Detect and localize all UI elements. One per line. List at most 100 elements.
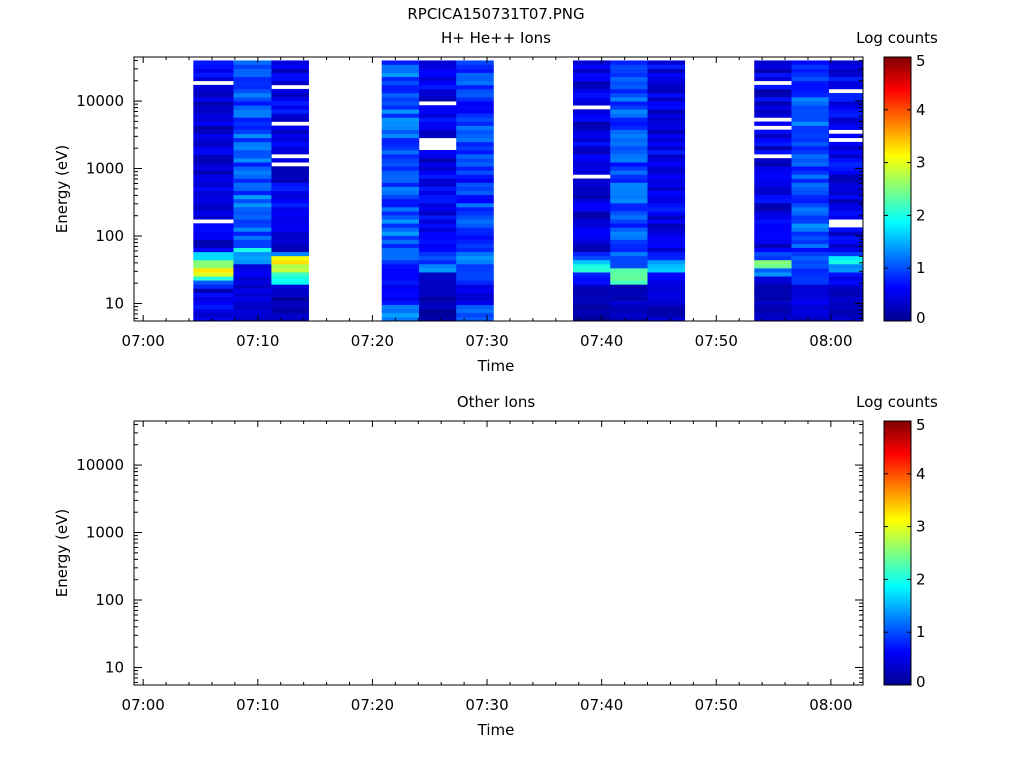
spectrogram-cell [193,284,234,289]
x-axis-label: Time [477,721,515,739]
spectrogram-cell [754,145,792,151]
spectrogram-cell [610,60,648,65]
spectrogram-cell [754,182,792,187]
y-tick-label: 1000 [86,160,124,178]
spectrogram-cell [610,154,648,159]
spectrogram-cell [418,76,457,82]
spectrogram-cell [828,76,863,82]
spectrogram-cell [791,207,830,212]
spectrogram-cell [791,312,830,318]
y-tick-label: 10000 [76,92,124,110]
spectrogram-cell [193,129,234,135]
spectrogram-cell [381,101,420,106]
spectrogram-cell [791,202,830,208]
spectrogram-cell [647,166,686,171]
spectrogram-cell [791,272,830,277]
spectrogram-cell [647,93,686,98]
spectrogram-cell [456,162,494,167]
y-tick-label: 100 [95,591,124,609]
spectrogram-cell [381,259,420,265]
spectrogram-cell [271,125,309,130]
x-tick-label: 07:30 [465,696,508,714]
y-tick-label: 100 [95,227,124,245]
figure-title: RPCICA150731T07.PNG [407,5,584,23]
spectrogram-cell [233,129,272,135]
spectrogram-cell [193,64,234,69]
spectrogram-cell [381,231,420,236]
colorbar: Log counts 0 1 2 3 4 5 [856,29,938,327]
colorbar-label: Log counts [856,29,938,47]
spectrogram-cell [418,288,457,293]
spectrogram-cell [647,231,686,236]
spectrogram-cell [418,97,457,102]
spectrogram-cell [573,150,611,155]
spectrogram-cell [418,125,457,130]
spectrogram-cell [573,137,611,143]
spectrogram-cell [233,145,272,151]
spectrogram-cell [573,202,611,208]
spectrogram-cell [791,121,830,126]
spectrogram-cell [573,170,611,175]
spectrogram-cell [418,292,457,297]
spectrogram-cell [573,186,611,192]
spectrogram-cell [791,243,830,249]
spectrogram-cell [193,93,234,98]
spectrogram-cell [456,231,494,236]
spectrogram-cell [647,178,686,183]
spectrogram-cell [754,97,792,102]
spectrogram-cell [647,255,686,261]
spectrogram-cell [791,308,830,314]
spectrogram-cell [418,68,457,73]
spectrogram-cell [647,207,686,212]
spectrogram-cell [233,211,272,216]
spectrogram-cell [828,178,863,183]
spectrogram-cell [418,190,457,196]
spectrogram-cell [271,255,309,261]
spectrogram-cell [271,194,309,200]
spectrogram-cell [647,121,686,126]
spectrogram-cell [573,219,611,224]
spectrogram-cell [381,137,420,143]
spectrogram-cell [791,76,830,82]
spectrogram-cell [573,129,611,135]
spectrogram-cell [573,80,611,86]
spectrogram-cell [647,72,686,78]
spectrogram-cell [381,133,420,139]
spectrogram-cell [381,76,420,82]
spectrogram-cell [193,133,234,139]
spectrogram-cell [456,219,494,224]
spectrogram-cell [791,198,830,204]
spectrogram-cell [573,141,611,147]
spectrogram-cell [193,121,234,126]
spectrogram-cell [647,113,686,118]
spectrogram-cell [791,105,830,110]
spectrogram-cell [456,158,494,163]
spectrogram-cell [647,264,686,269]
spectrogram-cell [456,251,494,257]
spectrogram-cell [193,239,234,244]
spectrogram-cell [754,227,792,232]
spectrogram-cell [456,284,494,289]
spectrogram-cell [647,64,686,69]
spectrogram-cell [828,72,863,78]
spectrogram-cell [381,117,420,122]
spectrogram-cell [456,272,494,277]
spectrogram-cell [791,276,830,281]
spectrogram-cell [828,68,863,73]
spectrogram-cell [456,268,494,273]
spectrogram-cell [828,227,863,232]
spectrogram-cell [828,308,863,314]
spectrogram-cell [573,182,611,187]
spectrogram-cell [647,76,686,82]
spectrogram-cell [271,141,309,147]
x-tick-label: 08:00 [809,332,852,350]
spectrogram-cell [610,137,648,143]
spectrogram-cell [193,202,234,208]
spectrogram-cell [647,174,686,179]
spectrogram-cell [193,198,234,204]
spectrogram-cell [456,178,494,183]
y-axis-label: Energy (eV) [53,145,71,233]
spectrogram-cell [573,93,611,98]
spectrogram-cell [754,170,792,175]
spectrogram-cell [647,316,686,321]
